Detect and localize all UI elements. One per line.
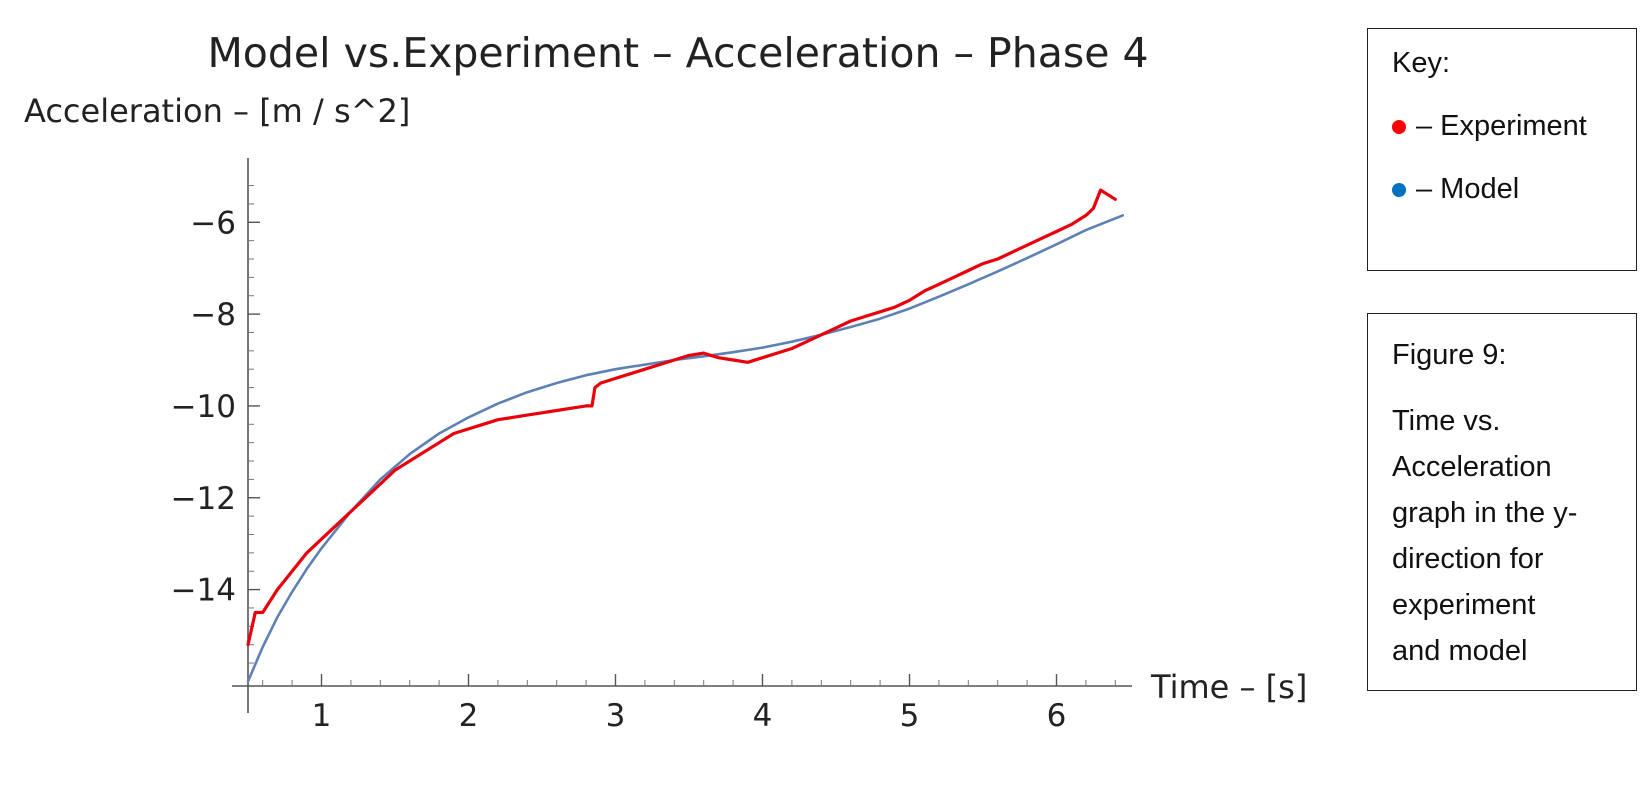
caption-line: direction for bbox=[1392, 543, 1544, 575]
key-item-model-label: – Model bbox=[1416, 173, 1520, 205]
x-tick-label: 6 bbox=[1047, 698, 1067, 734]
experiment-dot-icon bbox=[1392, 119, 1406, 134]
x-tick-label: 2 bbox=[459, 698, 479, 734]
x-axis-title: Time – [s] bbox=[1150, 668, 1307, 706]
x-tick-label: 3 bbox=[606, 698, 626, 734]
chart-title: Model vs.Experiment – Acceleration – Pha… bbox=[207, 29, 1148, 77]
caption-line: Acceleration bbox=[1392, 451, 1552, 483]
model-dot-icon bbox=[1392, 182, 1406, 197]
y-tick-label: −14 bbox=[171, 573, 236, 609]
series-layer bbox=[246, 188, 1124, 683]
caption-line: graph in the y- bbox=[1392, 497, 1578, 529]
axis-ticks: 1 2 3 4 5 6 −14 −12 −10 −8 −6 bbox=[171, 185, 1116, 734]
y-tick-label: −8 bbox=[190, 297, 236, 333]
key-item-experiment: – Experiment bbox=[1392, 110, 1612, 143]
y-tick-label: −6 bbox=[190, 205, 236, 241]
y-tick-label: −10 bbox=[171, 389, 236, 425]
key-item-experiment-label: – Experiment bbox=[1416, 110, 1587, 142]
y-tick-label: −12 bbox=[171, 481, 236, 517]
key-box: Key: – Experiment – Model bbox=[1367, 28, 1637, 271]
key-item-model: – Model bbox=[1392, 173, 1612, 206]
caption-line: experiment bbox=[1392, 589, 1536, 621]
caption-title: Figure 9: bbox=[1392, 339, 1507, 371]
caption-line: and model bbox=[1392, 635, 1528, 667]
caption-line: Time vs. bbox=[1392, 405, 1501, 437]
y-axis-title: Acceleration – [m / s^2] bbox=[24, 92, 410, 130]
series-model-line bbox=[246, 214, 1124, 683]
series-experiment-line bbox=[246, 188, 1117, 647]
x-tick-label: 4 bbox=[753, 698, 773, 734]
key-title: Key: bbox=[1392, 47, 1451, 79]
x-tick-label: 1 bbox=[312, 698, 332, 734]
caption-box: Figure 9: Time vs. Acceleration graph in… bbox=[1367, 313, 1637, 691]
x-tick-label: 5 bbox=[900, 698, 920, 734]
